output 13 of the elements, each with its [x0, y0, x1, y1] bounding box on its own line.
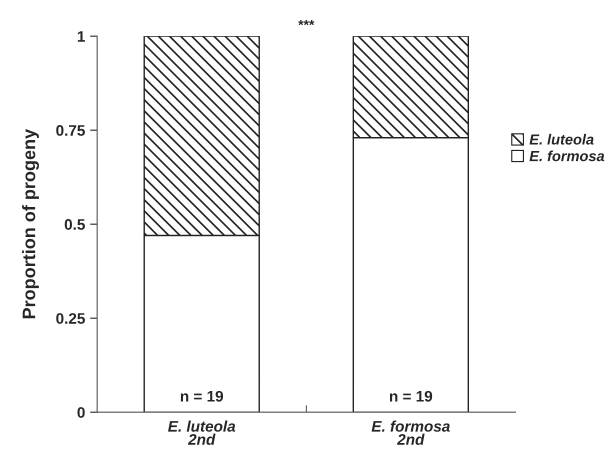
- x-tick-label: E. luteola 2nd: [168, 420, 236, 445]
- y-axis-title: Proportion of progeny: [22, 128, 39, 318]
- text: ***: [298, 20, 314, 26]
- annotation: n = 19: [390, 390, 432, 402]
- annotation: n = 19: [180, 390, 224, 402]
- y-tick-label: 0.5: [64, 219, 85, 230]
- legend-label: E. luteola: [530, 134, 594, 145]
- y-tick-label: 0.25: [56, 313, 85, 324]
- y-tick-label: 0: [77, 407, 85, 418]
- legend-label: E. formosa: [530, 150, 604, 162]
- x-tick-label: E. formosa 2nd: [372, 420, 450, 445]
- y-tick-label: 1: [78, 31, 85, 42]
- y-tick-label: 0.75: [56, 125, 85, 136]
